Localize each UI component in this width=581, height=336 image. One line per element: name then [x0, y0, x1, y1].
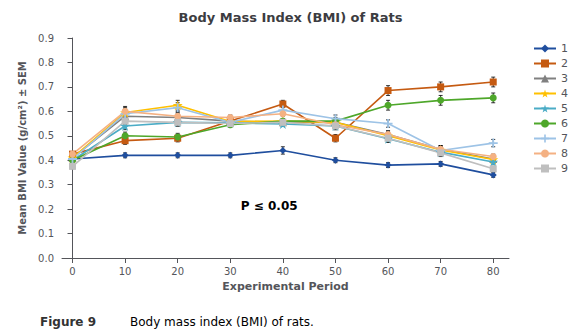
svg-text:4: 4 — [561, 87, 568, 100]
svg-text:0: 0 — [69, 266, 75, 277]
svg-text:P ≤ 0.05: P ≤ 0.05 — [241, 199, 298, 213]
svg-text:Body Mass Index (BMI) of Rats: Body Mass Index (BMI) of Rats — [179, 10, 403, 25]
svg-text:30: 30 — [224, 266, 237, 277]
svg-text:Figure 9: Figure 9 — [40, 315, 96, 329]
svg-text:8: 8 — [561, 147, 568, 160]
svg-text:50: 50 — [329, 266, 342, 277]
svg-text:7: 7 — [561, 132, 568, 145]
svg-text:0.7: 0.7 — [38, 81, 54, 92]
svg-text:1: 1 — [561, 42, 568, 55]
svg-text:0.2: 0.2 — [38, 204, 54, 215]
svg-text:0.3: 0.3 — [38, 179, 54, 190]
svg-text:Body mass index (BMI) of rats.: Body mass index (BMI) of rats. — [130, 315, 314, 329]
svg-text:9: 9 — [561, 162, 568, 175]
svg-text:0.9: 0.9 — [38, 33, 54, 44]
svg-text:70: 70 — [434, 266, 447, 277]
svg-text:0.4: 0.4 — [38, 155, 54, 166]
svg-text:60: 60 — [382, 266, 395, 277]
svg-text:0.6: 0.6 — [38, 106, 54, 117]
svg-text:6: 6 — [561, 117, 568, 130]
svg-text:0.5: 0.5 — [38, 130, 54, 141]
svg-text:20: 20 — [171, 266, 184, 277]
svg-text:Experimental Period: Experimental Period — [222, 280, 348, 293]
svg-text:3: 3 — [561, 72, 568, 85]
svg-text:80: 80 — [487, 266, 500, 277]
svg-text:40: 40 — [277, 266, 290, 277]
svg-text:0.1: 0.1 — [38, 228, 54, 239]
svg-text:2: 2 — [561, 57, 568, 70]
svg-text:0.0: 0.0 — [38, 253, 54, 264]
svg-text:5: 5 — [561, 102, 568, 115]
svg-text:10: 10 — [119, 266, 132, 277]
svg-text:0.8: 0.8 — [38, 57, 54, 68]
svg-text:Mean BMI Value (g/cm²) ± SEM: Mean BMI Value (g/cm²) ± SEM — [17, 61, 28, 235]
